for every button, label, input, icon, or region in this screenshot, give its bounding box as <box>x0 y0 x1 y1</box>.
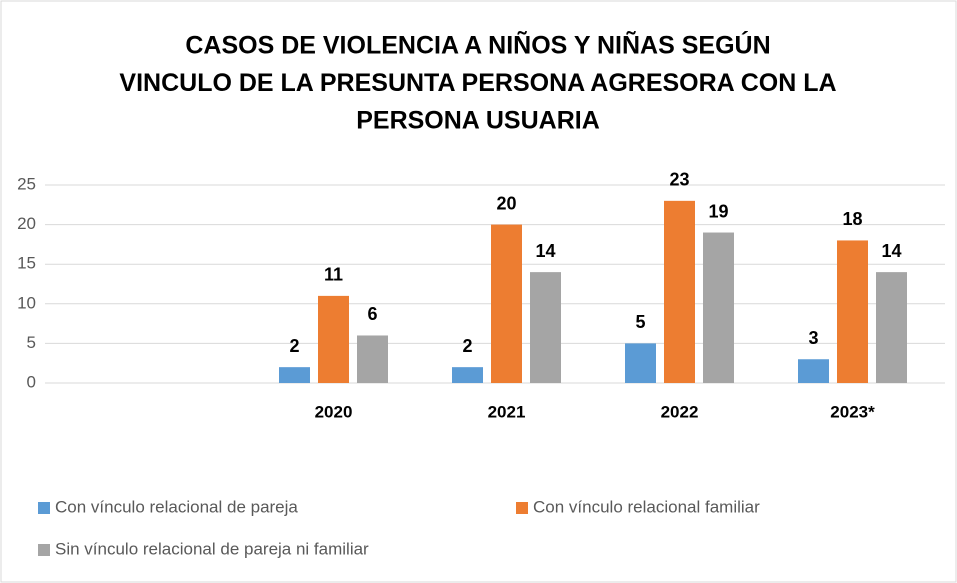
bar <box>530 272 561 383</box>
y-tick-label: 20 <box>17 214 36 233</box>
bar <box>876 272 907 383</box>
chart-title: PERSONA USUARIA <box>356 107 600 135</box>
legend-label: Con vínculo relacional familiar <box>533 497 760 516</box>
x-tick-label: 2022 <box>661 402 699 421</box>
x-tick-label: 2021 <box>488 402 526 421</box>
value-label: 23 <box>669 170 689 190</box>
legend-swatch <box>38 502 50 514</box>
bar <box>452 367 483 383</box>
bar <box>318 295 349 383</box>
x-tick-label: 2020 <box>315 402 353 421</box>
value-label: 6 <box>367 304 377 324</box>
value-label: 2 <box>289 336 299 356</box>
bar <box>703 232 734 383</box>
y-tick-label: 15 <box>17 254 36 273</box>
value-label: 2 <box>462 336 472 356</box>
bar <box>798 359 829 383</box>
value-label: 11 <box>324 265 343 285</box>
value-label: 19 <box>708 201 728 221</box>
x-tick-label: 2023* <box>830 402 875 421</box>
y-tick-label: 25 <box>17 174 36 193</box>
bar <box>625 343 656 383</box>
y-tick-label: 10 <box>17 293 36 312</box>
chart-title: CASOS DE VIOLENCIA A NIÑOS Y NIÑAS SEGÚN <box>185 30 770 60</box>
value-label: 14 <box>881 241 901 261</box>
y-tick-label: 5 <box>27 333 36 352</box>
value-label: 5 <box>635 312 645 332</box>
bar <box>491 224 522 383</box>
legend-label: Con vínculo relacional de pareja <box>55 497 298 516</box>
value-label: 18 <box>842 209 862 229</box>
chart-title: VINCULO DE LA PRESUNTA PERSONA AGRESORA … <box>119 69 836 97</box>
value-label: 14 <box>535 241 555 261</box>
value-label: 20 <box>496 193 516 213</box>
bar <box>279 367 310 383</box>
legend-swatch <box>38 544 50 556</box>
legend-label: Sin vínculo relacional de pareja ni fami… <box>55 539 369 558</box>
y-tick-label: 0 <box>27 372 36 391</box>
value-label: 3 <box>808 328 818 348</box>
legend-swatch <box>516 502 528 514</box>
bar <box>837 240 868 383</box>
bar <box>357 335 388 383</box>
bar <box>664 200 695 383</box>
